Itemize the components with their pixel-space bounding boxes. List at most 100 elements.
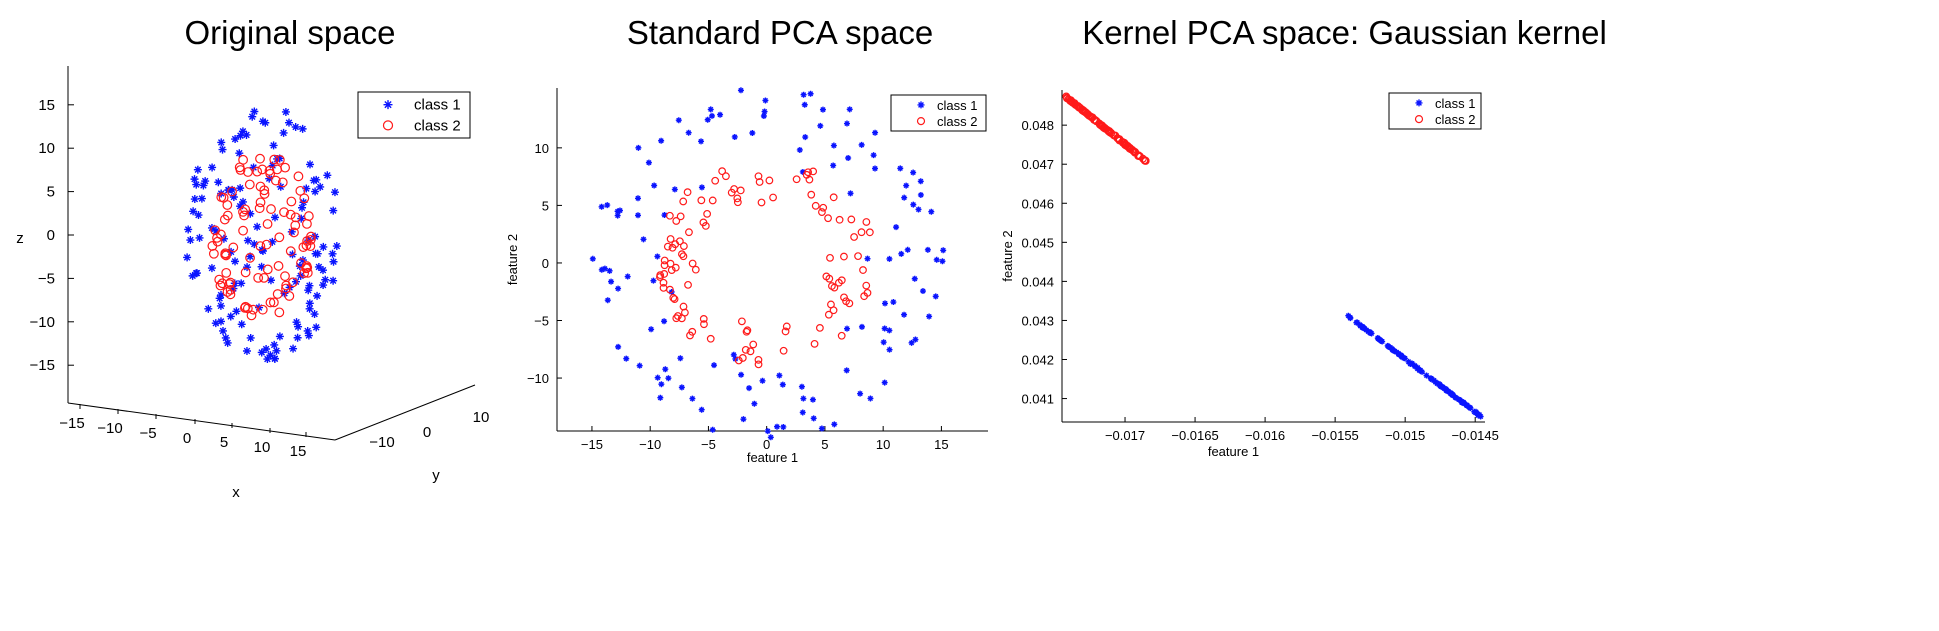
class-1-point — [304, 286, 313, 295]
y-axis-label: y — [432, 467, 440, 484]
class-1-point — [1356, 321, 1363, 328]
class-2-point — [248, 304, 259, 315]
class-1-point — [809, 396, 816, 403]
class-1-point — [305, 304, 314, 313]
class-2-point — [1111, 131, 1120, 140]
class-2-point — [734, 356, 743, 365]
legend-class-1-marker — [917, 101, 925, 109]
class-2-point — [245, 252, 255, 263]
class-1-point — [924, 246, 931, 253]
class-1-point — [266, 351, 275, 360]
class-1-point — [774, 423, 781, 430]
class-1-point — [312, 323, 321, 332]
class-1-point — [289, 344, 298, 353]
class-1-point — [740, 416, 747, 423]
class-1-point — [319, 242, 328, 251]
class-2-point — [227, 186, 237, 197]
class-2-point — [699, 218, 708, 227]
class-2-point — [1140, 156, 1149, 165]
class-1-point — [231, 257, 240, 266]
y-tick-label: 0.045 — [1021, 235, 1054, 250]
y-tick-label: −10 — [369, 434, 394, 451]
class-1-point — [257, 262, 266, 271]
class-2-point — [671, 263, 680, 272]
class-1-point — [229, 284, 238, 293]
legend-class-2-label: class 2 — [1435, 112, 1475, 127]
class-1-point — [890, 299, 897, 306]
class-2-point — [293, 171, 304, 182]
class-1-point — [218, 145, 227, 154]
class-2-point — [265, 297, 276, 308]
class-1-point — [650, 277, 657, 284]
x-tick-label: −0.0165 — [1171, 428, 1218, 443]
y-tick-label: 0.048 — [1021, 118, 1054, 133]
class-1-point — [1449, 392, 1456, 399]
class-1-point — [1385, 343, 1392, 350]
class-2-point — [679, 242, 688, 250]
class-1-point — [858, 323, 865, 330]
y-tick-label: 0.043 — [1021, 313, 1054, 328]
class-2-point — [742, 327, 751, 336]
x-tick-label: −15 — [581, 437, 603, 452]
class-1-point — [717, 111, 724, 118]
class-2-point — [863, 288, 872, 297]
class-2-point — [262, 219, 273, 229]
class-1-point — [216, 317, 225, 326]
class-2-point — [672, 314, 681, 323]
class-2-point — [854, 252, 862, 261]
class-2-point — [290, 220, 301, 231]
class-1-point — [707, 106, 714, 113]
class-1-point — [305, 299, 314, 308]
class-2-point — [765, 176, 774, 185]
class-2-point — [708, 196, 717, 205]
class-1-point — [1367, 329, 1374, 336]
z-tick-label: 5 — [47, 184, 55, 201]
x-tick-label: −0.017 — [1105, 428, 1145, 443]
class-1-point — [190, 175, 199, 184]
class-1-point — [939, 258, 946, 265]
class-2-point — [238, 154, 248, 165]
class-1-point — [709, 426, 716, 433]
class-1-point — [270, 354, 279, 363]
class-1-point — [843, 367, 850, 374]
y-tick-label: 0.044 — [1021, 274, 1054, 289]
x-tick-label: 0 — [763, 437, 770, 452]
class-1-point — [665, 375, 672, 382]
class-2-point — [225, 289, 236, 300]
class-1-point — [268, 161, 277, 170]
class-2-point — [215, 280, 226, 291]
class-1-point — [802, 134, 809, 141]
class-1-point — [910, 169, 917, 176]
class-1-point — [223, 338, 232, 347]
class-2-point — [1130, 148, 1139, 157]
class-2-point — [270, 175, 281, 186]
class-2-point — [807, 190, 816, 199]
class-1-point — [731, 133, 738, 140]
class-1-point — [614, 208, 621, 215]
class-2-point — [277, 177, 288, 188]
y-tick-label: 0.047 — [1021, 157, 1054, 172]
class-1-point — [246, 209, 255, 218]
class-2-point — [208, 248, 219, 259]
class-2-point — [782, 322, 791, 331]
class-1-point — [243, 263, 252, 272]
class-1-point — [780, 423, 787, 430]
class-1-point — [236, 131, 245, 140]
class-1-point — [640, 236, 647, 243]
x-tick-label: 15 — [290, 443, 307, 460]
class-1-point — [270, 340, 279, 349]
class-2-point — [255, 197, 266, 208]
class-1-point — [915, 206, 922, 213]
x-tick-label: −10 — [639, 437, 661, 452]
y-tick-label: 0.041 — [1021, 392, 1054, 407]
x-tick-label: −10 — [97, 420, 122, 437]
class-1-point — [685, 129, 692, 136]
class-2-point — [274, 232, 285, 243]
class-1-point — [870, 152, 877, 159]
class-1-point — [648, 326, 655, 333]
class-2-point — [675, 237, 684, 246]
class-2-point — [299, 268, 310, 279]
class-1-point — [204, 304, 213, 313]
class-2-point — [219, 214, 230, 225]
class-1-point — [764, 428, 771, 435]
